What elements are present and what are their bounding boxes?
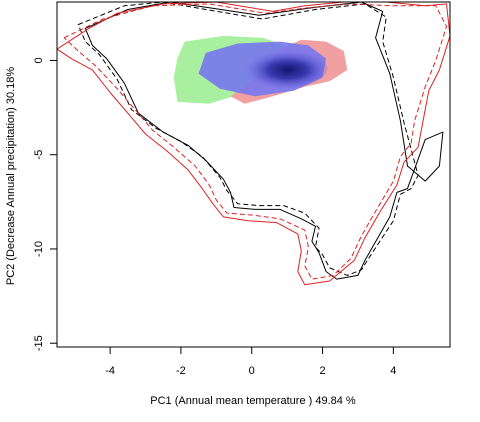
x-axis: -4 -2 0 2 4 bbox=[105, 346, 396, 377]
y-axis: 0 -5 -10 -15 bbox=[33, 57, 58, 351]
x-tick-label: -2 bbox=[176, 365, 186, 377]
x-tick-label: 2 bbox=[319, 365, 325, 377]
y-axis-title: PC2 (Decrease Annual precipitation) 30.1… bbox=[5, 67, 17, 286]
contour-red-solid bbox=[57, 2, 450, 286]
y-tick-label: -5 bbox=[33, 150, 45, 160]
y-tick-label: -15 bbox=[33, 335, 45, 351]
x-tick-label: -4 bbox=[105, 365, 115, 377]
density-core bbox=[239, 47, 328, 88]
contour-layer bbox=[57, 2, 450, 286]
x-axis-title: PC1 (Annual mean temperature ) 49.84 % bbox=[150, 395, 356, 407]
x-tick-label: 0 bbox=[249, 365, 255, 377]
density-layer bbox=[173, 35, 348, 104]
y-tick-label: -10 bbox=[33, 241, 45, 257]
y-tick-label: 0 bbox=[33, 57, 45, 63]
contour-black-dashed bbox=[77, 2, 419, 276]
x-tick-label: 4 bbox=[390, 365, 396, 377]
